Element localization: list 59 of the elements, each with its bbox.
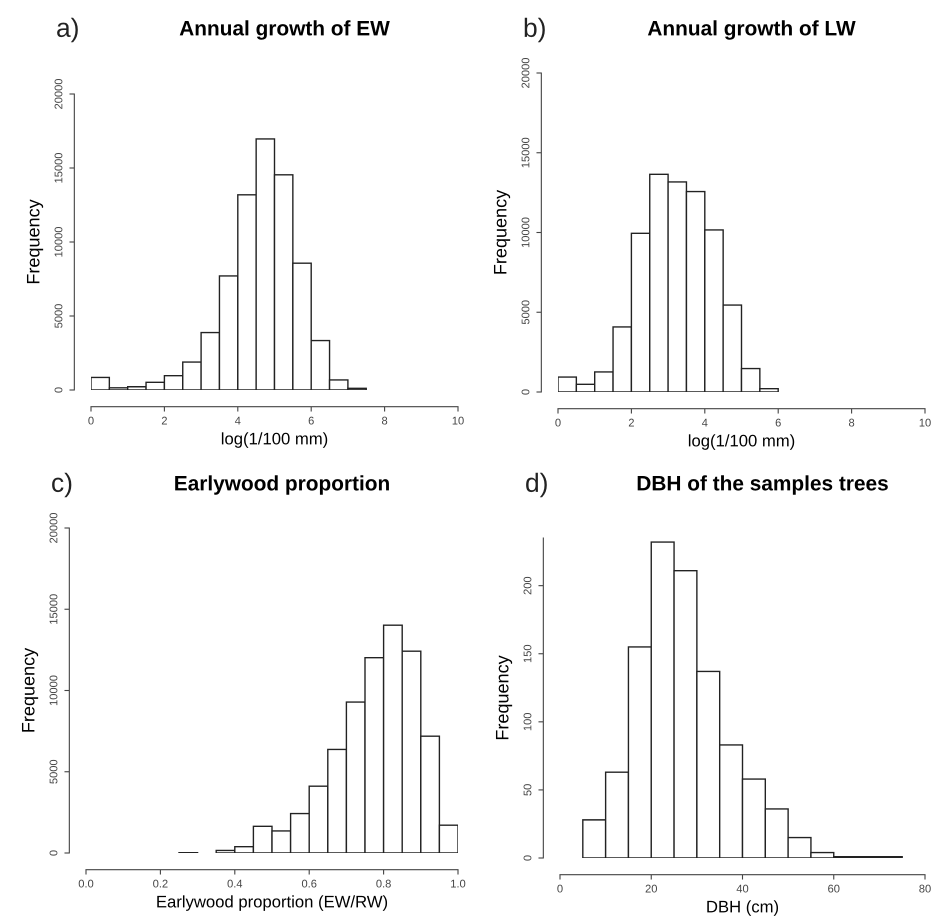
text: b) [524,18,545,42]
y-tick-label: 50 [524,784,532,796]
x-axis-title: Earlywood proportion (EW/RW) [157,895,388,911]
x-tick-label: 0.4 [228,880,242,888]
chart-title: Annual growth of EW [180,20,390,40]
y-tick-label: 5000 [522,300,530,324]
x-tick-label: 0.8 [376,880,391,888]
chart-title: Earlywood proportion [175,475,389,495]
text: c) [52,472,72,498]
text: a) [57,18,78,42]
x-tick-label: 1.0 [451,880,466,888]
x-tick-label: 6 [308,416,314,425]
x-axis-title: log(1/100 mm) [688,434,794,450]
x-tick-label: 8 [382,416,388,425]
x-tick-label: 0.0 [78,880,94,888]
x-tick-label: 2 [628,418,634,426]
x-tick-label: 10 [452,416,464,425]
y-tick-label: 0 [522,389,530,395]
y-tick-label: 20000 [54,78,62,109]
y-tick-label: 0 [524,855,532,861]
x-tick-label: 6 [776,418,781,427]
y-tick-label: 20000 [50,512,58,543]
text: d) [526,472,547,498]
x-tick-label: 60 [828,884,840,893]
x-tick-label: 0.2 [153,880,168,888]
x-tick-label: 0 [557,884,563,893]
x-tick-label: 0 [88,416,94,425]
y-tick-label: 15000 [522,138,530,168]
chart-title: Annual growth of LW [648,20,856,40]
x-axis-title: log(1/100 mm) [222,432,328,448]
y-tick-label: 10000 [54,226,62,257]
y-tick-label: 10000 [50,675,58,706]
y-axis-title: Frequency [22,648,38,732]
y-tick-label: 20000 [522,58,530,88]
y-tick-label: 150 [524,644,532,662]
chart-title: DBH of the samples trees [638,475,888,495]
y-axis-title: Frequency [496,655,512,740]
y-tick-label: 5000 [54,304,62,328]
y-tick-label: 0 [54,387,62,393]
x-tick-label: 80 [919,884,931,893]
x-tick-label: 2 [162,416,167,424]
y-axis-title: Frequency [26,199,44,284]
x-tick-label: 0 [555,418,561,427]
x-tick-label: 0.6 [302,880,316,888]
y-tick-label: 15000 [54,152,62,183]
x-tick-label: 4 [702,418,708,426]
y-tick-label: 200 [524,576,532,594]
y-tick-label: 5000 [50,760,58,784]
y-axis-title: Frequency [494,190,510,274]
x-tick-label: 4 [234,416,241,424]
x-tick-label: 20 [646,884,657,893]
y-tick-label: 0 [50,850,58,856]
x-tick-label: 10 [920,418,931,427]
y-tick-label: 100 [524,712,532,730]
y-tick-label: 10000 [522,217,530,248]
y-tick-label: 15000 [50,594,58,624]
x-tick-label: 8 [848,418,854,427]
x-axis-title: DBH (cm) [707,900,778,916]
x-tick-label: 40 [736,884,748,893]
